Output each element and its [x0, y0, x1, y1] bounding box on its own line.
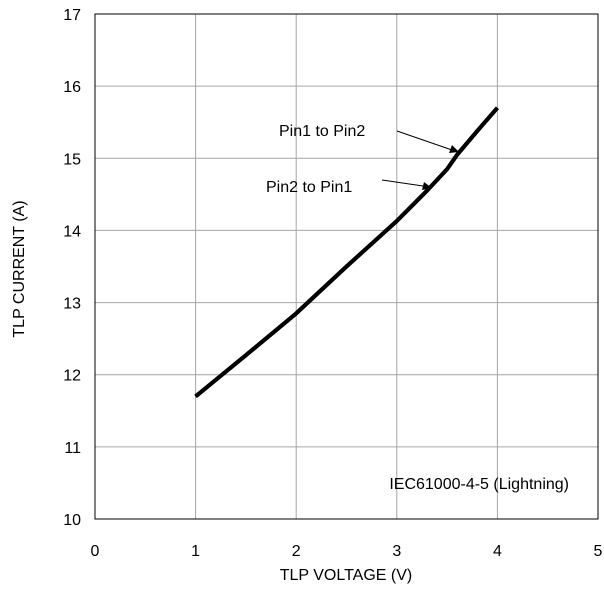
y-tick-label: 15 — [63, 151, 81, 168]
series-line-pin2-to-pin1 — [194, 106, 499, 398]
y-tick-label: 10 — [63, 512, 81, 529]
pointer-arrowhead-pin1-to-pin2 — [449, 145, 459, 153]
y-tick-labels: 10 11 12 13 14 15 16 17 — [63, 7, 81, 529]
y-tick-label: 16 — [63, 79, 81, 96]
annotation-test-standard: IEC61000-4-5 (Lightning) — [389, 476, 569, 493]
y-tick-label: 17 — [63, 7, 81, 24]
series-layer — [194, 106, 499, 398]
pointer-arrow-pin1-to-pin2 — [396, 130, 453, 151]
x-tick-label: 0 — [91, 543, 100, 560]
pointer-arrowhead-pin2-to-pin1 — [422, 182, 432, 190]
y-tick-label: 11 — [64, 440, 81, 457]
y-axis-title: TLP CURRENT (A) — [11, 200, 28, 337]
plot-frame — [94, 13, 599, 520]
annotation-pin2-to-pin1: Pin2 to Pin1 — [266, 179, 352, 196]
x-tick-label: 3 — [392, 543, 401, 560]
x-tick-label: 1 — [191, 543, 200, 560]
x-axis-title: TLP VOLTAGE (V) — [280, 567, 412, 584]
y-tick-label: 13 — [63, 296, 81, 313]
y-tick-label: 12 — [63, 368, 81, 385]
annotation-pin1-to-pin2: Pin1 to Pin2 — [279, 123, 365, 140]
y-tick-label: 14 — [63, 223, 81, 240]
x-tick-labels: 0 1 2 3 4 5 — [91, 543, 603, 560]
x-tick-label: 5 — [594, 543, 603, 560]
x-tick-label: 4 — [493, 543, 502, 560]
x-tick-label: 2 — [292, 543, 301, 560]
pointer-arrow-pin2-to-pin1 — [381, 179, 424, 187]
